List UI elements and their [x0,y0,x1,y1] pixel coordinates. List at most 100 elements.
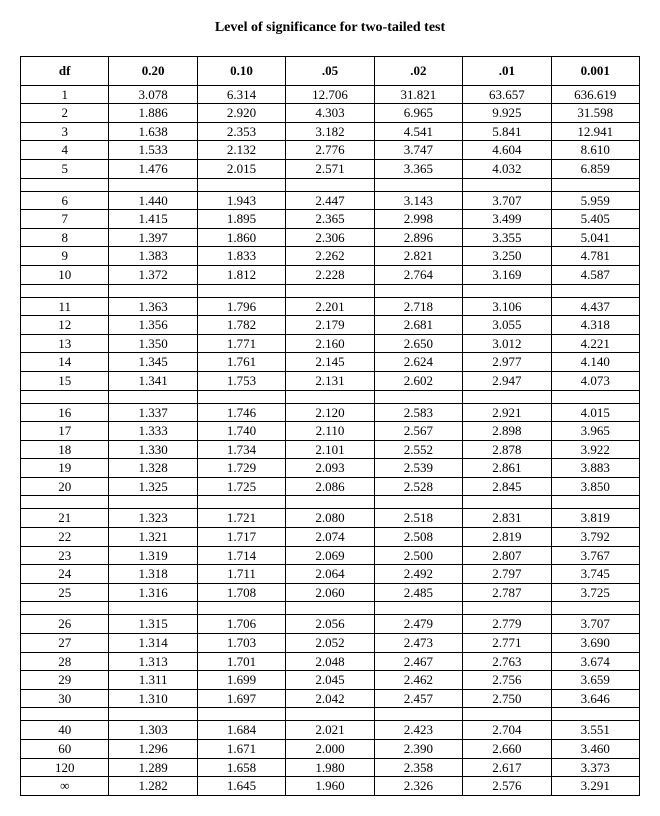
value-cell: 2.467 [374,652,462,671]
value-cell: 4.032 [463,159,551,178]
value-cell: 2.681 [374,316,462,335]
value-cell: 2.764 [374,265,462,284]
value-cell: 2.021 [286,721,374,740]
value-cell: 2.353 [197,122,285,141]
value-cell: 3.792 [551,528,639,547]
value-cell: 1.310 [109,689,197,708]
table-row: 91.3831.8332.2622.8213.2504.781 [21,247,640,266]
value-cell: 9.925 [463,104,551,123]
value-cell: 1.315 [109,615,197,634]
df-cell: 30 [21,689,109,708]
df-cell: 13 [21,334,109,353]
df-cell: 26 [21,615,109,634]
value-cell: 4.604 [463,141,551,160]
value-cell: 2.048 [286,652,374,671]
value-cell: 2.977 [463,353,551,372]
value-cell: 1.980 [286,758,374,777]
value-cell: 2.920 [197,104,285,123]
value-cell: 1.697 [197,689,285,708]
value-cell: 4.221 [551,334,639,353]
value-cell: 2.365 [286,210,374,229]
value-cell: 1.706 [197,615,285,634]
value-cell: 3.922 [551,440,639,459]
value-cell: 3.646 [551,689,639,708]
df-cell: 1 [21,85,109,104]
value-cell: 2.898 [463,422,551,441]
spacer-cell [463,390,551,403]
df-cell: 22 [21,528,109,547]
value-cell: 2.539 [374,459,462,478]
table-row: 51.4762.0152.5713.3654.0326.859 [21,159,640,178]
spacer-cell [374,284,462,297]
value-cell: 2.771 [463,634,551,653]
value-cell: 3.690 [551,634,639,653]
spacer-cell [21,178,109,191]
value-cell: 3.169 [463,265,551,284]
value-cell: 2.015 [197,159,285,178]
value-cell: 2.042 [286,689,374,708]
value-cell: 1.771 [197,334,285,353]
value-cell: 2.896 [374,228,462,247]
value-cell: 3.725 [551,583,639,602]
value-cell: 1.319 [109,546,197,565]
df-cell: 19 [21,459,109,478]
df-cell: 9 [21,247,109,266]
spacer-cell [21,602,109,615]
value-cell: 1.671 [197,740,285,759]
table-row: 21.8862.9204.3036.9659.92531.598 [21,104,640,123]
table-row: 71.4151.8952.3652.9983.4995.405 [21,210,640,229]
value-cell: 1.701 [197,652,285,671]
df-cell: 3 [21,122,109,141]
value-cell: 2.086 [286,477,374,496]
group-spacer [21,390,640,403]
t-table: df0.200.10.05.02.010.001 13.0786.31412.7… [20,56,640,796]
value-cell: 6.965 [374,104,462,123]
table-row: 131.3501.7712.1602.6503.0124.221 [21,334,640,353]
value-cell: 1.328 [109,459,197,478]
spacer-cell [374,602,462,615]
table-row: 31.6382.3533.1824.5415.84112.941 [21,122,640,141]
value-cell: 2.787 [463,583,551,602]
table-row: 1201.2891.6581.9802.3582.6173.373 [21,758,640,777]
value-cell: 12.706 [286,85,374,104]
value-cell: 2.074 [286,528,374,547]
value-cell: 1.714 [197,546,285,565]
column-header: .05 [286,57,374,86]
value-cell: 2.617 [463,758,551,777]
df-cell: 7 [21,210,109,229]
spacer-cell [551,178,639,191]
spacer-cell [109,284,197,297]
spacer-cell [463,602,551,615]
table-row: 141.3451.7612.1452.6242.9774.140 [21,353,640,372]
value-cell: 4.587 [551,265,639,284]
value-cell: 2.602 [374,371,462,390]
value-cell: 2.807 [463,546,551,565]
value-cell: 4.318 [551,316,639,335]
value-cell: 2.776 [286,141,374,160]
table-row: 41.5332.1322.7763.7474.6048.610 [21,141,640,160]
value-cell: 2.060 [286,583,374,602]
spacer-cell [197,390,285,403]
value-cell: 2.779 [463,615,551,634]
value-cell: 1.753 [197,371,285,390]
value-cell: 3.965 [551,422,639,441]
spacer-cell [374,178,462,191]
df-cell: 28 [21,652,109,671]
value-cell: 2.797 [463,565,551,584]
value-cell: 4.541 [374,122,462,141]
table-row: 271.3141.7032.0522.4732.7713.690 [21,634,640,653]
page-title: Level of significance for two-tailed tes… [20,20,640,36]
table-row: 61.4401.9432.4473.1433.7075.959 [21,191,640,210]
value-cell: 2.878 [463,440,551,459]
value-cell: 2.228 [286,265,374,284]
value-cell: 4.781 [551,247,639,266]
value-cell: 3.745 [551,565,639,584]
spacer-cell [109,178,197,191]
df-cell: 24 [21,565,109,584]
value-cell: 3.499 [463,210,551,229]
table-row: 251.3161.7082.0602.4852.7873.725 [21,583,640,602]
value-cell: 3.674 [551,652,639,671]
value-cell: 5.841 [463,122,551,141]
value-cell: 2.624 [374,353,462,372]
df-cell: 2 [21,104,109,123]
